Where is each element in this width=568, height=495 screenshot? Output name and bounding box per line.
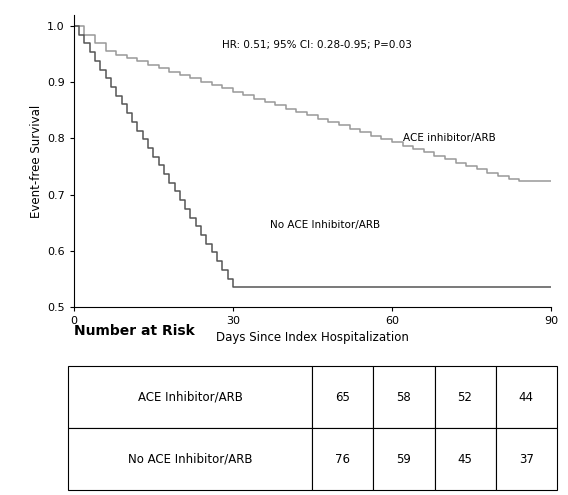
Text: 76: 76 xyxy=(336,452,350,466)
Bar xyxy=(68,428,312,490)
Bar xyxy=(435,366,495,428)
Bar xyxy=(312,428,374,490)
Text: 44: 44 xyxy=(519,391,533,404)
Text: 59: 59 xyxy=(396,452,411,466)
Bar xyxy=(495,366,557,428)
Text: 65: 65 xyxy=(336,391,350,404)
Text: ACE Inhibitor/ARB: ACE Inhibitor/ARB xyxy=(138,391,243,404)
X-axis label: Days Since Index Hospitalization: Days Since Index Hospitalization xyxy=(216,332,409,345)
Bar xyxy=(374,428,435,490)
Text: Number at Risk: Number at Risk xyxy=(74,324,195,338)
Text: No ACE Inhibitor/ARB: No ACE Inhibitor/ARB xyxy=(270,220,380,231)
Bar xyxy=(68,366,312,428)
Text: 52: 52 xyxy=(458,391,473,404)
Text: 58: 58 xyxy=(396,391,411,404)
Bar xyxy=(312,366,374,428)
Text: 45: 45 xyxy=(458,452,473,466)
Text: No ACE Inhibitor/ARB: No ACE Inhibitor/ARB xyxy=(128,452,253,466)
Text: HR: 0.51; 95% CI: 0.28-0.95; P=0.03: HR: 0.51; 95% CI: 0.28-0.95; P=0.03 xyxy=(222,40,412,50)
Text: 37: 37 xyxy=(519,452,533,466)
Text: ACE inhibitor/ARB: ACE inhibitor/ARB xyxy=(403,134,495,144)
Bar xyxy=(435,428,495,490)
Y-axis label: Event-free Survival: Event-free Survival xyxy=(30,104,43,217)
Bar xyxy=(495,428,557,490)
Bar xyxy=(374,366,435,428)
